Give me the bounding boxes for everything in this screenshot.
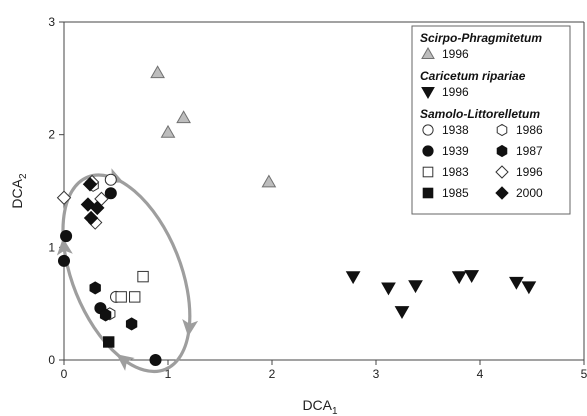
y-tick-label: 0: [48, 353, 55, 367]
legend-label-samolo-1996: 1996: [516, 165, 543, 179]
legend-marker-scirpo-phragmitetum-1996: [421, 46, 435, 59]
point-samolo-1983: [115, 291, 127, 303]
legend-marker-samolo-1985: [422, 187, 434, 199]
x-tick-label: 4: [477, 367, 484, 381]
point-samolo-1987: [89, 281, 101, 295]
legend-label-samolo-1938: 1938: [442, 123, 469, 137]
legend-marker-samolo-1938: [422, 124, 434, 136]
legend-label-samolo-1986: 1986: [516, 123, 543, 137]
legend-marker-samolo-1983: [422, 166, 434, 178]
point-samolo-1983: [137, 270, 149, 283]
legend-box: [411, 25, 571, 215]
x-tick-label: 3: [373, 367, 380, 381]
x-tick-label: 2: [269, 367, 276, 381]
legend-label-samolo-1985: 1985: [442, 186, 469, 200]
legend-marker-samolo-2000: [495, 186, 509, 200]
y-axis-title: DCA2: [9, 173, 29, 209]
point-samolo-1939: [104, 187, 117, 200]
data-points: [56, 65, 537, 367]
point-samolo-1987: [125, 317, 138, 331]
point-caricetum-ripariae-1996: [451, 271, 467, 285]
legend-label-samolo-1983: 1983: [442, 165, 469, 179]
trajectory-arrowhead: [116, 354, 135, 371]
legend-label-samolo-1939: 1939: [442, 144, 469, 158]
point-scirpo-phragmitetum-1996: [176, 110, 191, 124]
point-samolo-2000: [90, 200, 105, 216]
point-caricetum-ripariae-1996: [381, 282, 396, 296]
point-samolo-2000: [82, 177, 98, 192]
legend-marker-caricetum-ripariae-1996: [421, 87, 435, 100]
x-axis-title: DCA1: [302, 397, 338, 416]
legend-marker-samolo-1939: [422, 145, 434, 157]
trajectory-arrowhead: [182, 318, 199, 337]
point-caricetum-ripariae-1996: [464, 270, 480, 284]
point-samolo-1987: [99, 308, 112, 322]
point-samolo-1985: [103, 336, 115, 348]
y-tick-label: 3: [48, 15, 55, 29]
legend-label-scirpo-phragmitetum-1996: 1996: [442, 47, 469, 61]
point-caricetum-ripariae-1996: [394, 306, 410, 320]
point-samolo-1939: [60, 230, 73, 243]
legend-marker-samolo-1986: [496, 123, 508, 137]
point-scirpo-phragmitetum-1996: [150, 65, 165, 79]
x-tick-label: 0: [61, 367, 68, 381]
y-tick-label: 1: [48, 240, 55, 254]
point-samolo-1939: [149, 353, 162, 367]
point-scirpo-phragmitetum-1996: [160, 124, 176, 138]
point-samolo-1938: [104, 173, 117, 186]
trajectory-ellipse-path: [61, 173, 192, 374]
legend-group-title: Scirpo-Phragmitetum: [420, 31, 542, 45]
legend-marker-samolo-1987: [496, 144, 508, 158]
legend-group-title: Samolo-Littorelletum: [420, 107, 540, 121]
legend-marker-samolo-1996: [495, 165, 509, 179]
point-samolo-1996: [56, 190, 72, 205]
legend-label-caricetum-ripariae-1996: 1996: [442, 85, 469, 99]
point-samolo-1939: [57, 254, 71, 267]
point-scirpo-phragmitetum-1996: [261, 174, 277, 188]
point-samolo-1983: [129, 291, 141, 303]
trajectory-arrowhead: [56, 237, 73, 256]
legend-group-title: Caricetum ripariae: [420, 69, 526, 83]
point-samolo-2000: [83, 210, 99, 226]
point-caricetum-ripariae-1996: [521, 281, 537, 295]
x-tick-label: 1: [165, 367, 172, 381]
point-caricetum-ripariae-1996: [345, 271, 361, 285]
point-caricetum-ripariae-1996: [408, 280, 423, 294]
legend-label-samolo-2000: 2000: [516, 186, 543, 200]
legend: Scirpo-Phragmitetum 1996 Caricetum riparia…: [411, 25, 571, 215]
point-caricetum-ripariae-1996: [509, 276, 524, 290]
x-tick-label: 5: [581, 367, 587, 381]
legend-label-samolo-1987: 1987: [516, 144, 543, 158]
y-tick-label: 2: [48, 128, 55, 142]
